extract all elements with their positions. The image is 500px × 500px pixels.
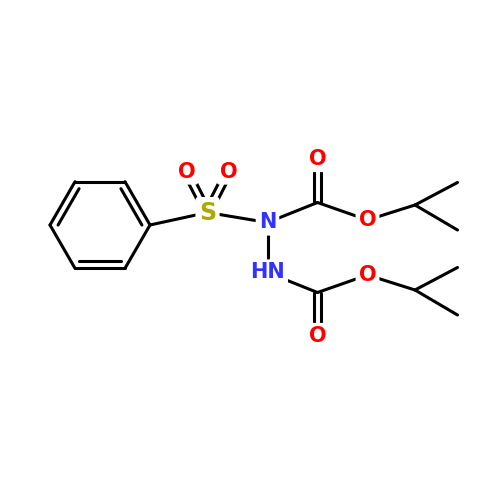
Text: O: O <box>358 265 376 285</box>
Text: HN: HN <box>250 262 285 282</box>
Text: S: S <box>199 200 216 224</box>
Text: O: O <box>308 149 326 169</box>
Text: N: N <box>259 212 276 233</box>
Text: O: O <box>220 162 238 182</box>
Text: O: O <box>308 326 326 346</box>
Text: O: O <box>178 162 196 182</box>
Text: O: O <box>358 210 376 230</box>
